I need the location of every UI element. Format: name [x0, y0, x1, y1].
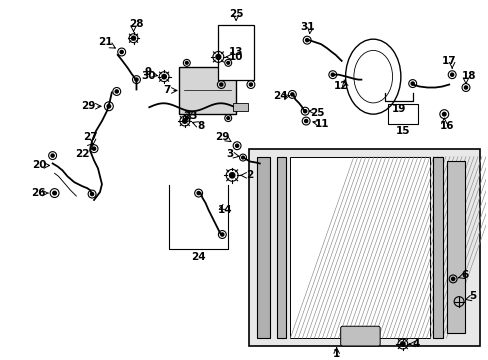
Bar	[233, 103, 247, 111]
Circle shape	[197, 192, 200, 195]
Circle shape	[185, 62, 188, 64]
Circle shape	[219, 83, 223, 86]
Circle shape	[442, 112, 445, 116]
Text: 6: 6	[460, 270, 468, 280]
Circle shape	[249, 83, 252, 86]
Circle shape	[303, 109, 306, 113]
Text: 14: 14	[218, 205, 232, 215]
Circle shape	[135, 78, 138, 81]
Circle shape	[115, 90, 118, 93]
Text: 3: 3	[226, 149, 233, 159]
Circle shape	[400, 342, 404, 346]
Circle shape	[450, 277, 454, 280]
Circle shape	[51, 154, 54, 157]
Text: 31: 31	[299, 22, 314, 32]
Text: 15: 15	[395, 126, 409, 136]
Circle shape	[90, 193, 94, 195]
Bar	[447, 162, 464, 333]
Circle shape	[162, 75, 166, 79]
Text: 23: 23	[183, 111, 198, 121]
Circle shape	[107, 104, 110, 108]
Circle shape	[464, 86, 467, 89]
Text: 30: 30	[141, 71, 155, 81]
Circle shape	[229, 173, 234, 178]
Circle shape	[131, 36, 135, 40]
Text: 26: 26	[32, 188, 46, 198]
Text: 18: 18	[461, 71, 475, 81]
Circle shape	[241, 156, 244, 159]
Circle shape	[290, 93, 293, 96]
Text: 19: 19	[391, 104, 405, 114]
Text: 24: 24	[273, 91, 287, 102]
Text: 24: 24	[191, 252, 205, 262]
Text: 9: 9	[144, 67, 152, 77]
Circle shape	[216, 54, 221, 59]
Circle shape	[304, 120, 307, 123]
Bar	[248, 149, 479, 346]
Text: 13: 13	[228, 48, 243, 58]
Circle shape	[226, 62, 229, 64]
Circle shape	[305, 39, 308, 42]
Circle shape	[120, 50, 123, 54]
Text: 1: 1	[332, 349, 340, 359]
Text: 27: 27	[82, 132, 97, 142]
Circle shape	[226, 117, 229, 120]
Text: 17: 17	[441, 56, 456, 66]
Text: 21: 21	[98, 37, 112, 47]
Text: 20: 20	[33, 161, 47, 170]
Circle shape	[53, 191, 56, 195]
Circle shape	[330, 73, 334, 76]
Text: 25: 25	[309, 108, 324, 118]
Circle shape	[92, 147, 96, 150]
Bar	[256, 157, 269, 338]
Text: 16: 16	[439, 121, 453, 131]
Text: 5: 5	[468, 291, 475, 301]
Text: 22: 22	[75, 149, 89, 159]
Bar	[179, 67, 236, 114]
Circle shape	[220, 233, 224, 236]
Text: 10: 10	[228, 52, 243, 62]
Text: 8: 8	[197, 121, 204, 131]
Bar	[218, 25, 253, 80]
Text: 29: 29	[215, 132, 229, 142]
Text: 2: 2	[246, 170, 253, 180]
Text: 11: 11	[314, 119, 328, 129]
FancyBboxPatch shape	[340, 326, 379, 346]
Circle shape	[410, 82, 413, 85]
Text: 4: 4	[412, 339, 420, 349]
Bar	[290, 157, 429, 338]
Text: 29: 29	[81, 101, 95, 111]
Circle shape	[182, 119, 186, 123]
Circle shape	[449, 73, 453, 76]
Bar	[387, 104, 417, 124]
Bar	[432, 157, 443, 338]
Circle shape	[235, 144, 238, 147]
Circle shape	[185, 117, 188, 120]
Bar	[276, 157, 286, 338]
Text: 7: 7	[163, 85, 170, 95]
Text: 25: 25	[228, 9, 243, 18]
Text: 12: 12	[333, 81, 347, 90]
Text: 28: 28	[129, 19, 143, 30]
